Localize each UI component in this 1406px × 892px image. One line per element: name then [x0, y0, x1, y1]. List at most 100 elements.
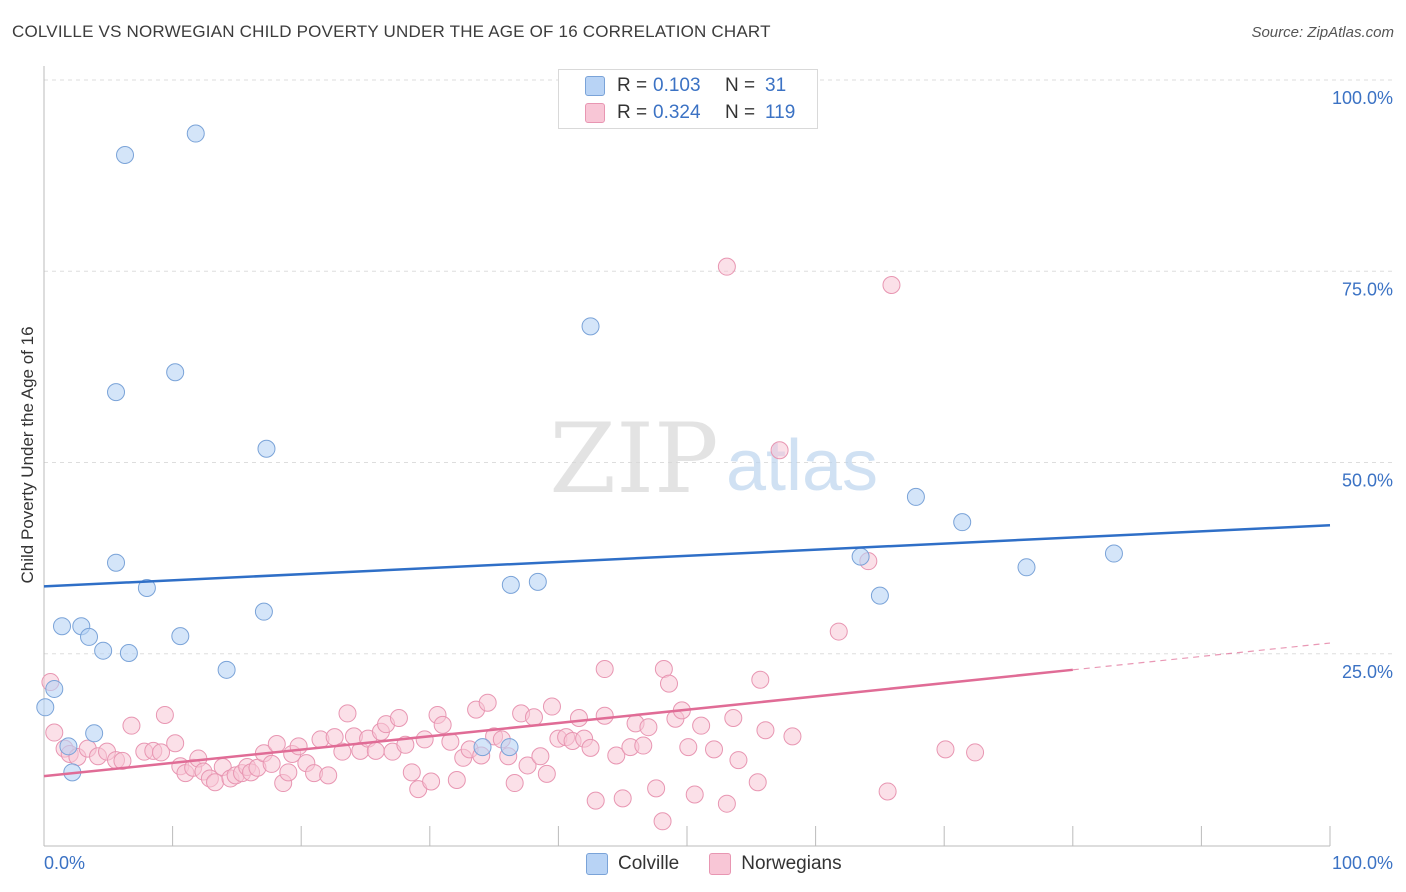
norwegians-point [647, 779, 666, 798]
colville-point [116, 145, 135, 164]
norwegians-point [478, 693, 497, 712]
norwegians-point [389, 709, 408, 728]
norwegians-point [447, 770, 466, 789]
colville-point [870, 586, 889, 605]
norwegians-point [595, 706, 614, 725]
colville-point [257, 439, 276, 458]
y-tick-label: 25.0% [1342, 662, 1393, 682]
norwegians-point [122, 716, 141, 735]
norwegians-point [756, 721, 775, 740]
legend-item-norwegians[interactable]: Norwegians [709, 853, 842, 875]
norwegians-point [659, 674, 678, 693]
colville-point [217, 660, 236, 679]
colville-points [36, 124, 1123, 782]
norwegians-point [679, 738, 698, 757]
norwegians-point [166, 734, 185, 753]
colville-point [906, 487, 925, 506]
n-label: N = [725, 75, 756, 96]
norwegians-point [113, 751, 132, 770]
norwegians-point [639, 718, 658, 737]
colville-point [45, 679, 64, 698]
n-label: N = [725, 102, 756, 123]
colville-point [953, 513, 972, 532]
norwegians-point [152, 743, 171, 762]
norwegians-point [206, 773, 225, 792]
norwegians-point [829, 622, 848, 641]
x-tick-label: 100.0% [1332, 853, 1393, 873]
norwegians-point [422, 772, 441, 791]
colville-point [254, 602, 273, 621]
norwegians-point [569, 709, 588, 728]
norwegians-point [724, 709, 743, 728]
norwegians-trend-extension [1072, 642, 1331, 671]
legend-label-colville: Colville [618, 853, 680, 874]
colville-point [851, 547, 870, 566]
norwegians-point [537, 764, 556, 783]
norwegians-point [613, 789, 632, 808]
norwegians-point [751, 670, 770, 689]
colville-point [53, 617, 72, 636]
norwegians-point [692, 716, 711, 735]
colville-point [500, 738, 519, 757]
colville-point [501, 575, 520, 594]
norwegians-point [333, 742, 352, 761]
norwegians-point [581, 738, 600, 757]
y-tick-label: 75.0% [1342, 279, 1393, 299]
norwegians-swatch [585, 103, 605, 123]
stats-legend: R = 0.103 N = 31 R = 0.324 N = 119 [558, 69, 818, 129]
norwegians-point [542, 697, 561, 716]
norwegians-point [524, 708, 543, 727]
series-legend: Colville Norwegians [586, 853, 872, 875]
stats-row-norwegians: R = 0.324 N = 119 [585, 101, 805, 125]
norwegians-points [41, 257, 985, 831]
stats-row-colville: R = 0.103 N = 31 [585, 74, 805, 98]
norwegians-legend-swatch [709, 853, 732, 875]
norwegians-point [586, 791, 605, 810]
colville-point [1017, 558, 1036, 577]
colville-point [119, 643, 138, 662]
norwegians-point [279, 763, 298, 782]
norwegians-point [878, 782, 897, 801]
norwegians-point [289, 737, 308, 756]
trend-lines [43, 523, 1331, 778]
norwegians-point [685, 785, 704, 804]
norwegians-point [45, 723, 64, 742]
n-value: 31 [765, 75, 787, 96]
colville-point [85, 724, 104, 743]
norwegians-point [936, 740, 955, 759]
legend-label-norwegians: Norwegians [741, 853, 842, 874]
norwegians-point [531, 747, 550, 766]
norwegians-point [433, 715, 452, 734]
x-tick-label: 0.0% [44, 853, 85, 873]
norwegians-point [366, 741, 385, 760]
colville-point [528, 572, 547, 591]
norwegians-point [319, 766, 338, 785]
y-tick-label: 50.0% [1342, 471, 1393, 491]
norwegians-point [338, 704, 357, 723]
colville-point [473, 738, 492, 757]
axes [43, 66, 1331, 847]
r-label: R = [617, 75, 648, 96]
norwegians-point [396, 735, 415, 754]
colville-point [59, 737, 78, 756]
colville-point [186, 124, 205, 143]
norwegians-trend-line [43, 668, 1073, 778]
norwegians-point [705, 740, 724, 759]
colville-point [80, 627, 99, 646]
norwegians-point [966, 743, 985, 762]
norwegians-point [402, 763, 421, 782]
n-value: 119 [765, 102, 796, 123]
tick-labels: 25.0% 50.0% 75.0% 100.0% 0.0% 100.0% [44, 88, 1393, 873]
norwegians-point [267, 735, 286, 754]
colville-point [107, 553, 126, 572]
colville-point [581, 317, 600, 336]
colville-swatch [585, 76, 605, 96]
watermark-atlas: atlas [726, 426, 878, 506]
norwegians-point [155, 705, 174, 724]
norwegians-point [595, 660, 614, 679]
colville-legend-swatch [586, 853, 608, 875]
norwegians-point [882, 276, 901, 295]
watermark-zip: ZIP [549, 403, 718, 515]
colville-point [171, 627, 190, 646]
legend-item-colville[interactable]: Colville [586, 853, 679, 875]
